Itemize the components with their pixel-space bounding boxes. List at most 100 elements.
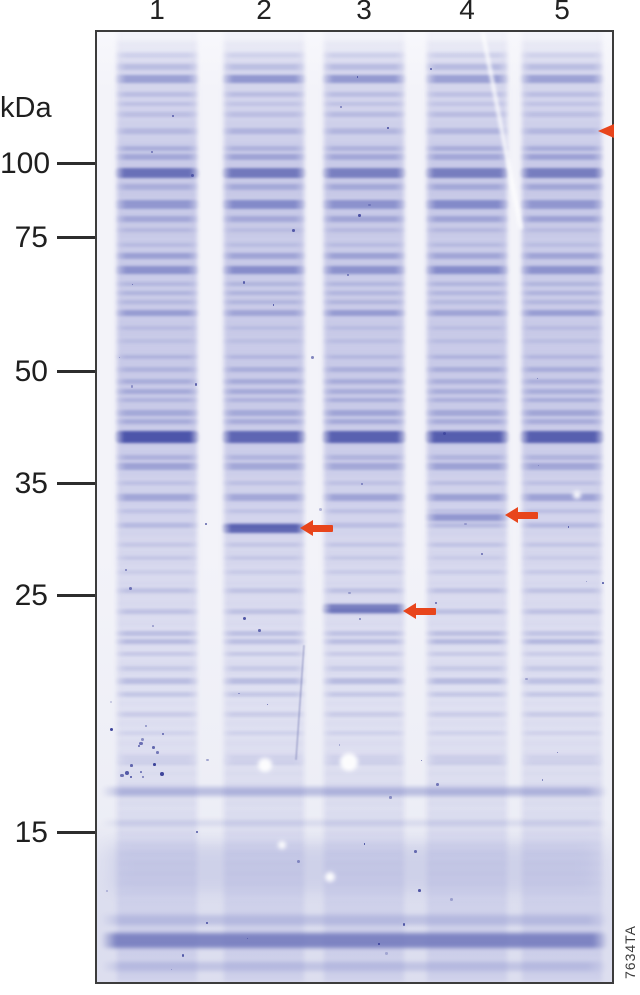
gel-band <box>114 111 200 117</box>
bright-spot <box>340 753 358 771</box>
speckle <box>602 582 604 584</box>
gel-band <box>424 216 510 222</box>
gel-band <box>114 154 200 160</box>
gel-band <box>424 665 510 671</box>
speckle <box>110 700 113 704</box>
gel-band <box>424 678 510 684</box>
gel-band <box>519 326 605 330</box>
gel-band <box>519 587 605 593</box>
gel-band <box>519 366 605 372</box>
mw-tick <box>57 370 95 373</box>
gel-band <box>321 355 407 359</box>
gel-band <box>321 75 407 83</box>
gel-band <box>519 243 605 247</box>
speckle <box>525 677 528 681</box>
gel-band <box>424 481 510 485</box>
gel-band <box>114 587 200 593</box>
speckle <box>159 772 164 777</box>
gel-band <box>221 154 307 160</box>
speckle <box>402 923 406 926</box>
gel-band <box>114 678 200 684</box>
speckle <box>348 592 351 595</box>
gel-band <box>424 243 510 247</box>
mw-tick <box>57 594 95 597</box>
speckle <box>319 508 323 512</box>
gel-band <box>221 243 307 247</box>
gel-band <box>519 570 605 574</box>
gel-band <box>221 630 307 636</box>
gel-band <box>114 75 200 83</box>
gel-band <box>221 418 307 424</box>
gel-band <box>519 431 605 443</box>
gel-band <box>221 128 307 134</box>
gel-band <box>114 310 200 316</box>
gel-band <box>519 291 605 295</box>
lane-column-5 <box>522 32 602 982</box>
gel-band <box>221 431 307 443</box>
speckle <box>310 355 314 359</box>
speckle <box>206 758 209 762</box>
speckle <box>130 764 133 767</box>
speckle <box>142 776 144 778</box>
lane-label: 3 <box>356 0 372 25</box>
mw-label: 15 <box>14 816 48 849</box>
gel-band <box>114 184 200 190</box>
gel-band <box>424 228 510 232</box>
gel-band <box>519 691 605 697</box>
gel-band <box>321 418 407 424</box>
gel-band <box>221 509 307 513</box>
gel-band <box>114 493 200 501</box>
gel-band <box>519 522 605 528</box>
gel-band <box>114 481 200 485</box>
gel-band <box>321 462 407 470</box>
gel-band <box>321 493 407 501</box>
gel-band <box>424 630 510 636</box>
gel-band <box>114 366 200 372</box>
speckle <box>130 384 134 388</box>
lane-column-3 <box>324 32 404 982</box>
gel-band <box>424 253 510 259</box>
gel-band <box>114 291 200 295</box>
bright-spot <box>258 758 272 772</box>
gel-band <box>424 493 510 501</box>
gel-band <box>321 91 407 97</box>
gel-band <box>424 310 510 316</box>
gel-band <box>221 388 307 394</box>
gel-band <box>221 199 307 209</box>
arrow-shaft <box>312 525 333 532</box>
gel-band <box>114 339 200 343</box>
gel-band <box>321 102 407 106</box>
gel-band <box>519 64 605 70</box>
speckle <box>356 76 359 78</box>
speckle <box>118 356 120 358</box>
gel-band <box>321 522 407 528</box>
gel-band <box>424 282 510 286</box>
gel-band <box>424 64 510 70</box>
speckle <box>195 830 199 834</box>
gel-band <box>114 522 200 528</box>
speckle <box>358 617 361 620</box>
gel-band <box>114 509 200 513</box>
gel-band <box>519 355 605 359</box>
mw-tick <box>57 162 95 165</box>
gel-band <box>114 388 200 394</box>
mw-tick <box>57 831 95 834</box>
gel-band <box>519 253 605 259</box>
gel-band <box>114 711 200 717</box>
speckle <box>338 743 341 746</box>
gel-band <box>221 300 307 304</box>
gel-band <box>321 199 407 209</box>
speckle <box>257 629 261 632</box>
gel-band <box>321 145 407 151</box>
gel-band <box>114 755 200 765</box>
gel-band <box>519 75 605 83</box>
gel-band <box>321 128 407 134</box>
gel-band <box>424 543 510 547</box>
lane-label: 1 <box>149 0 165 25</box>
speckle <box>161 732 165 736</box>
gel-band <box>114 266 200 274</box>
gel-band <box>321 111 407 117</box>
gel-band <box>424 102 510 106</box>
speckle <box>106 890 109 893</box>
